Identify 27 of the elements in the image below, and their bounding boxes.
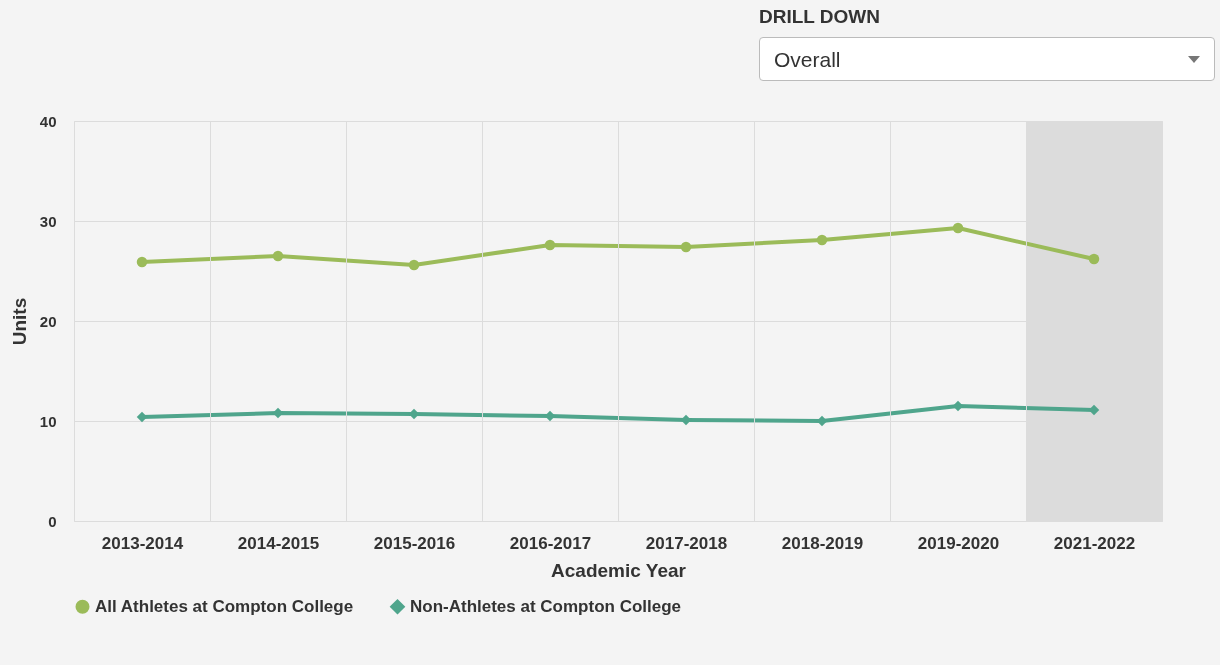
y-tick-label: 40: [39, 112, 57, 130]
x-axis-title: Academic Year: [551, 559, 687, 581]
point: [1088, 253, 1100, 265]
y-tick-label: 0: [48, 512, 57, 530]
y-tick-label: 20: [39, 312, 57, 330]
x-tick-label: 2016-2017: [509, 533, 592, 553]
point: [816, 234, 828, 246]
x-tick-label: 2015-2016: [373, 533, 456, 553]
x-tick-label: 2019-2020: [917, 533, 1000, 553]
legend-label: Non-Athletes at Compton College: [410, 596, 682, 616]
x-tick-label: 2013-2014: [101, 533, 184, 553]
x-tick-label: 2021-2022: [1053, 533, 1136, 553]
dropdown-field: Overall: [759, 37, 1215, 81]
point: [952, 222, 964, 234]
text: DRILL DOWN: [759, 6, 882, 28]
y-tick-label: 30: [39, 212, 57, 230]
x-tick-label: 2014-2015: [237, 533, 320, 553]
y-tick-label: 10: [39, 412, 57, 430]
point: [136, 256, 148, 268]
y-axis-title: Units: [8, 297, 30, 346]
x-tick-label: 2017-2018: [645, 533, 728, 553]
point: [408, 259, 420, 271]
x-tick-label: 2018-2019: [781, 533, 864, 553]
legend-label: All Athletes at Compton College: [95, 596, 354, 616]
point: [544, 239, 556, 251]
point: [680, 241, 692, 253]
point: [272, 250, 284, 262]
